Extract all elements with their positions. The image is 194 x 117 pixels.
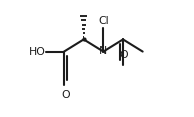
Text: O: O	[120, 50, 128, 60]
Text: N: N	[99, 46, 107, 56]
Text: HO: HO	[29, 47, 46, 57]
Text: Cl: Cl	[98, 16, 109, 26]
Text: O: O	[61, 90, 69, 100]
